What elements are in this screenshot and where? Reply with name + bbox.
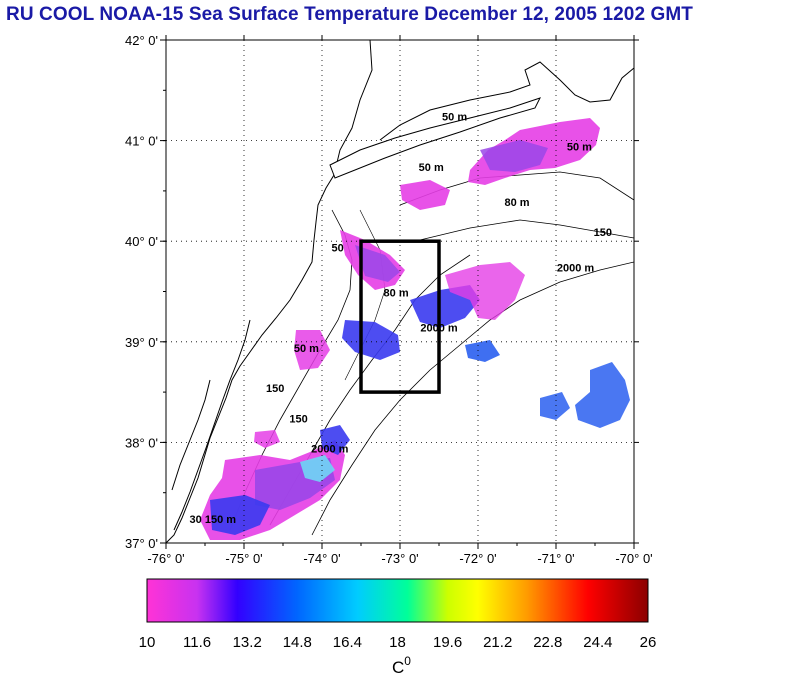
sst-patch-magenta-nj	[294, 330, 330, 370]
lat-tick-label: 39° 0'	[125, 335, 158, 350]
lon-tick-label: -72° 0'	[459, 551, 496, 566]
colorbar-tick-label: 14.8	[283, 634, 312, 651]
colorbar-tick-label: 19.6	[433, 634, 462, 651]
colorbar-tick-label: 21.2	[483, 634, 512, 651]
isobath-label: 30 150 m	[190, 514, 237, 526]
lon-tick-label: -71° 0'	[537, 551, 574, 566]
sst-patch-violet-box	[355, 245, 400, 282]
contour-labels: 50 m 50 m 50 m 80 m 150 2000 m 2000 m 80 m 50 50 …	[190, 111, 612, 525]
sst-patch-blue-south-2	[320, 425, 350, 455]
coastline-land	[166, 40, 373, 543]
colorbar	[146, 578, 649, 623]
sst-patch-blue-far-east	[575, 362, 630, 428]
sst-patch-blue-right	[465, 340, 500, 362]
axis-ticks	[160, 35, 639, 549]
isobath-label: 2000 m	[557, 262, 595, 274]
isobath-label: 50 m	[419, 162, 444, 174]
lon-tick-label: -73° 0'	[381, 551, 418, 566]
isobath-label: 2000 m	[311, 443, 349, 455]
isobath-label: 150	[289, 413, 307, 425]
colorbar-unit: C0	[392, 654, 411, 677]
colorbar-tick-label: 26	[640, 634, 657, 651]
longitude-labels: -76° 0' -75° 0' -74° 0' -73° 0' -72° 0' -71° …	[147, 551, 652, 566]
isobath-label: 50 m	[294, 343, 319, 355]
map-title: RU COOL NOAA-15 Sea Surface Temperature …	[6, 4, 694, 25]
lat-tick-label: 42° 0'	[125, 33, 158, 48]
isobath-150m	[419, 219, 634, 241]
colorbar-tick-label: 16.4	[333, 634, 362, 651]
lon-tick-label: -75° 0'	[225, 551, 262, 566]
coastline-long-island	[329, 97, 541, 179]
sst-patch-magenta-sw	[254, 430, 280, 448]
isobath-label: 150	[266, 383, 284, 395]
coastline-bay	[171, 379, 211, 491]
lon-tick-label: -70° 0'	[615, 551, 652, 566]
lon-tick-label: -76° 0'	[147, 551, 184, 566]
latitude-labels: 42° 0' 41° 0' 40° 0' 39° 0' 38° 0' 37° 0'	[125, 33, 158, 551]
colorbar-tick-label: 22.8	[533, 634, 562, 651]
lat-tick-label: 40° 0'	[125, 234, 158, 249]
study-area-box	[359, 239, 441, 394]
colorbar-tick-label: 11.6	[183, 634, 211, 651]
sst-patch-blue-south	[210, 495, 270, 535]
sst-patch-violet-north	[480, 140, 548, 172]
colorbar-tick-label: 18	[389, 634, 406, 651]
sst-patch-magenta-mid	[400, 180, 450, 210]
sst-patches	[200, 118, 630, 540]
isobath-label: 50 m	[442, 111, 467, 123]
isobath-label: 150	[594, 227, 612, 239]
sst-patch-cyan-south	[300, 455, 335, 482]
colorbar-tick-label: 10	[139, 634, 156, 651]
lat-tick-label: 38° 0'	[125, 435, 158, 450]
lat-tick-label: 37° 0'	[125, 536, 158, 551]
map-content	[166, 40, 634, 543]
isobath-label: 80 m	[384, 288, 409, 300]
colorbar-tick-labels: 10 11.6 13.2 14.8 16.4 18 19.6 21.2 22.8 24.4 26	[139, 634, 657, 651]
sst-patch-blue-box-mid	[342, 320, 400, 360]
isobath-label: 50 m	[567, 142, 592, 154]
isobath-inner	[344, 209, 386, 381]
colorbar-tick-label: 13.2	[233, 634, 262, 651]
isobath-label: 80 m	[504, 197, 529, 209]
sst-patch-magenta-shelf	[445, 262, 525, 320]
lat-tick-label: 41° 0'	[125, 134, 158, 149]
lon-tick-label: -74° 0'	[303, 551, 340, 566]
coastline-delmarva	[173, 319, 251, 531]
graticule	[166, 40, 634, 543]
isobath-2000m	[311, 261, 634, 536]
isobath-label: 50	[331, 242, 343, 254]
colorbar-tick-label: 24.4	[583, 634, 612, 651]
sst-patch-blue-east	[540, 392, 570, 420]
coastline-new-england	[379, 61, 634, 141]
